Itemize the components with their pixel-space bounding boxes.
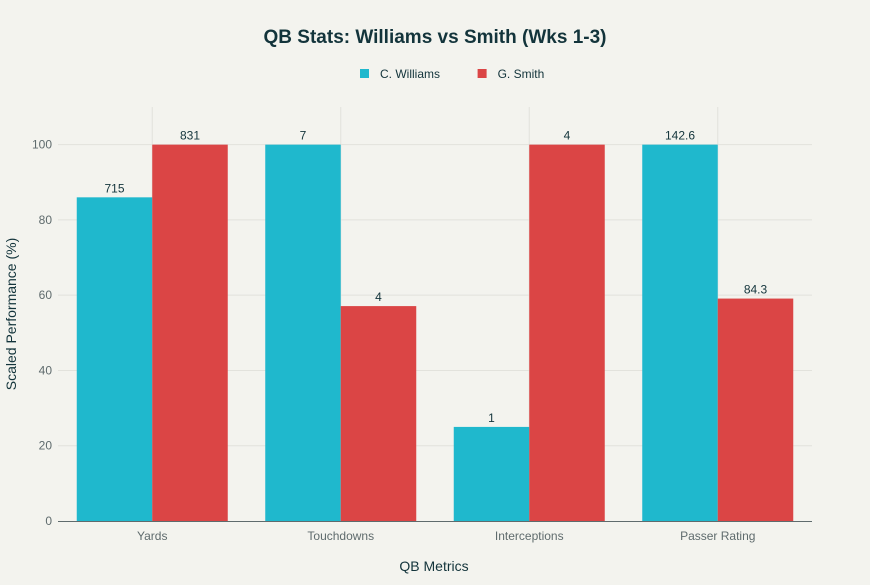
axes: 0 20 40 60 80 100 Yards Touchdowns Interceptions…	[32, 138, 812, 543]
legend: C. Williams G. Smith	[360, 67, 544, 81]
data-label: 4	[375, 290, 382, 304]
bar-g-smith	[529, 144, 605, 522]
x-axis-title: QB Metrics	[399, 558, 468, 574]
chart-title: QB Stats: Williams vs Smith (Wks 1-3)	[264, 27, 607, 48]
data-label: 831	[180, 129, 200, 143]
bar-g-smith	[340, 306, 417, 521]
data-label: 142.6	[665, 129, 695, 143]
y-tick-label: 100	[32, 138, 52, 152]
y-tick-label: 40	[39, 363, 53, 377]
data-label: 7	[300, 129, 307, 143]
y-tick-label: 0	[45, 514, 52, 528]
data-labels: 715 831 7 4 1 4 142.6 84.3	[104, 129, 767, 425]
bar-c-williams	[265, 144, 341, 522]
legend-label: G. Smith	[498, 67, 545, 81]
bar-g-smith	[152, 144, 228, 522]
data-label: 715	[104, 181, 124, 195]
data-label: 1	[488, 411, 495, 425]
legend-label: C. Williams	[380, 67, 440, 81]
bar-c-williams	[453, 426, 530, 521]
x-tick-label: Passer Rating	[680, 529, 755, 543]
x-tick-label: Touchdowns	[307, 529, 374, 543]
bars	[76, 144, 794, 522]
legend-swatch	[477, 69, 487, 78]
x-tick-label: Yards	[137, 529, 167, 543]
bar-g-smith	[717, 298, 794, 521]
y-axis-title: Scaled Performance (%)	[3, 238, 19, 391]
bar-c-williams	[642, 144, 718, 522]
y-tick-label: 20	[39, 439, 53, 453]
data-label: 4	[564, 129, 571, 143]
bar-c-williams	[76, 197, 153, 521]
data-label: 84.3	[744, 283, 768, 297]
x-tick-label: Interceptions	[495, 529, 564, 543]
legend-swatch	[360, 69, 369, 78]
y-tick-label: 80	[39, 213, 53, 227]
y-tick-label: 60	[39, 288, 53, 302]
